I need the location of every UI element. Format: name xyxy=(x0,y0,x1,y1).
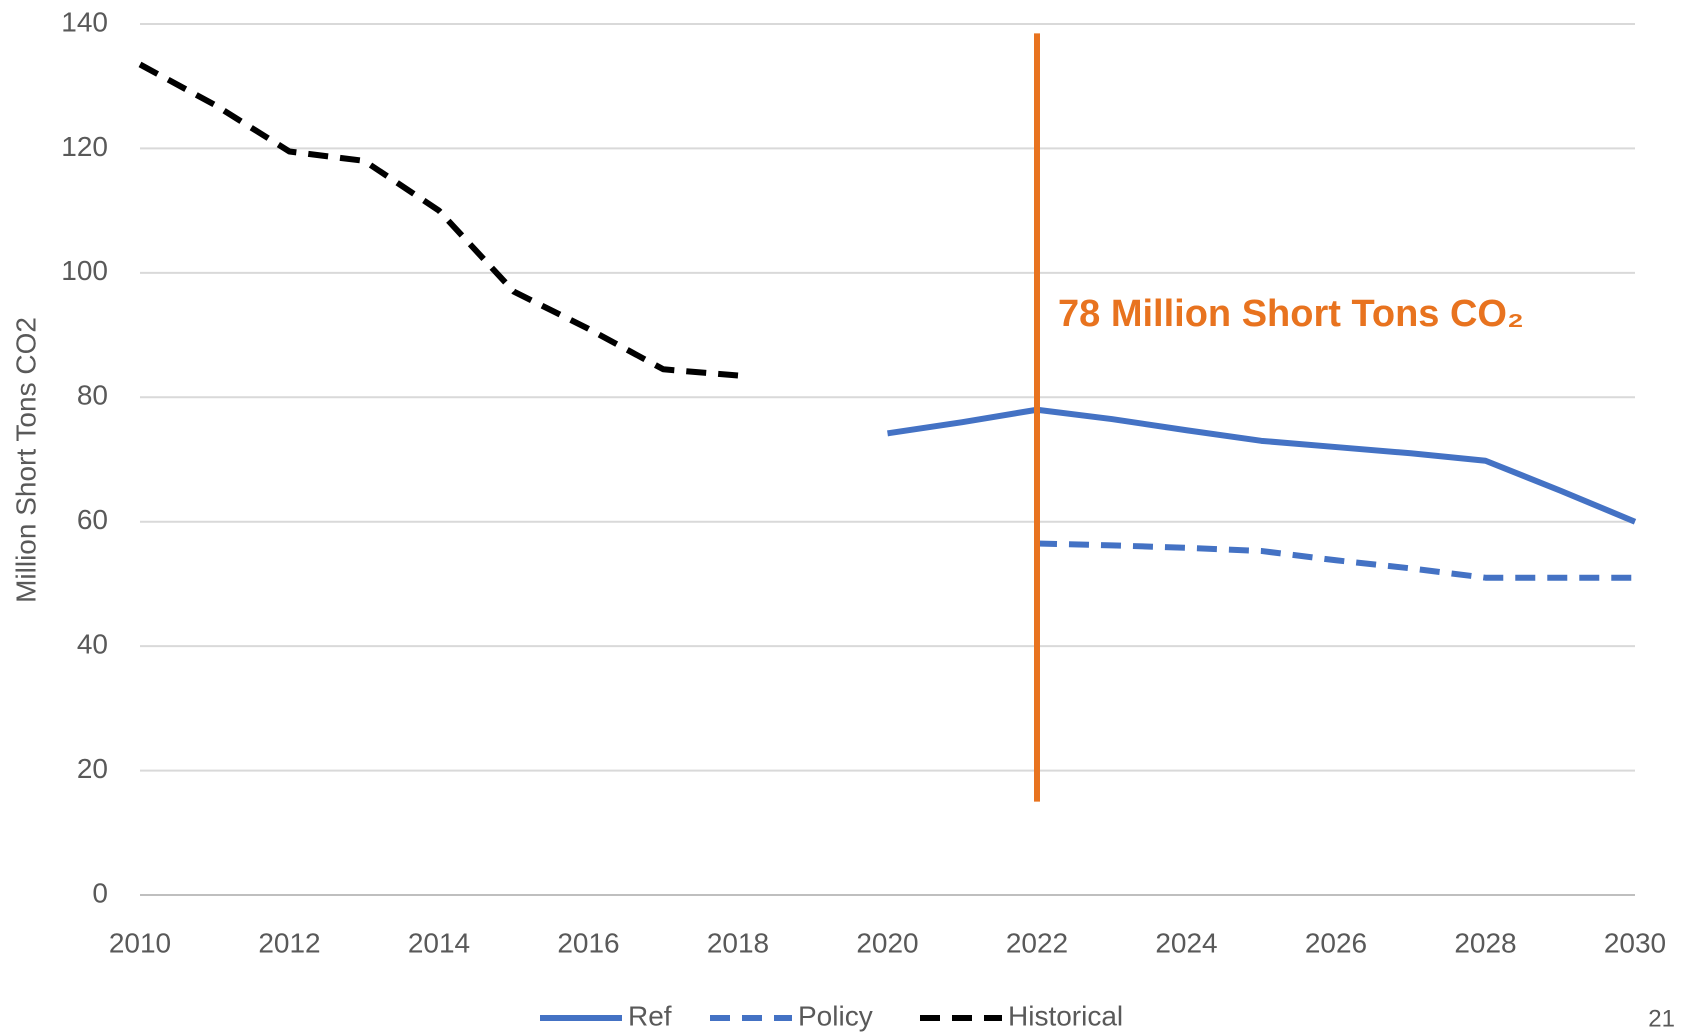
y-tick-label: 80 xyxy=(77,380,108,411)
x-tick-label: 2012 xyxy=(258,927,320,958)
x-tick-label: 2016 xyxy=(557,927,619,958)
x-tick-label: 2024 xyxy=(1155,927,1217,958)
legend-label: Ref xyxy=(628,1000,672,1031)
x-tick-label: 2028 xyxy=(1454,927,1516,958)
x-tick-label: 2022 xyxy=(1006,927,1068,958)
page-number: 21 xyxy=(1648,1005,1675,1032)
annotation-text: 78 Million Short Tons CO₂ xyxy=(1058,293,1524,335)
line-series xyxy=(138,61,739,379)
line-series xyxy=(887,406,1637,525)
y-tick-label: 20 xyxy=(77,753,108,784)
legend-label: Policy xyxy=(798,1000,873,1031)
y-tick-label: 100 xyxy=(61,255,108,286)
legend-label: Historical xyxy=(1008,1000,1123,1031)
x-tick-label: 2026 xyxy=(1305,927,1367,958)
y-axis-label: Million Short Tons CO2 xyxy=(10,317,41,603)
line-series xyxy=(1036,540,1635,581)
y-tick-label: 0 xyxy=(92,877,108,908)
x-tick-label: 2010 xyxy=(109,927,171,958)
y-tick-label: 120 xyxy=(61,131,108,162)
y-tick-label: 40 xyxy=(77,629,108,660)
y-tick-label: 60 xyxy=(77,504,108,535)
x-tick-label: 2030 xyxy=(1604,927,1666,958)
x-tick-label: 2020 xyxy=(856,927,918,958)
y-tick-label: 140 xyxy=(61,6,108,37)
x-tick-label: 2014 xyxy=(408,927,470,958)
x-tick-label: 2018 xyxy=(707,927,769,958)
